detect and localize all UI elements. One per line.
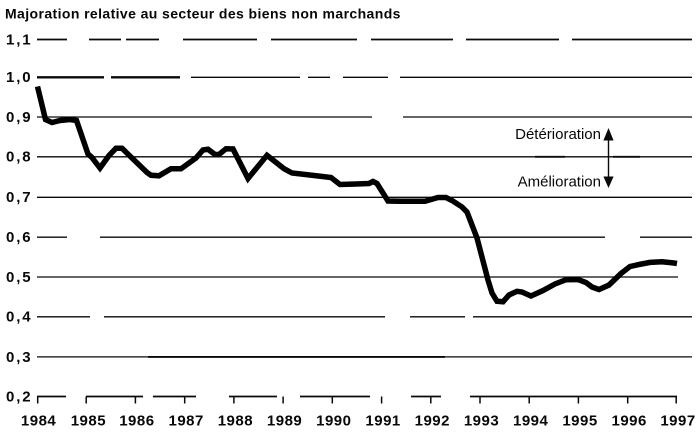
svg-text:Amélioration: Amélioration: [518, 174, 601, 191]
svg-text:0,6: 0,6: [6, 229, 33, 246]
svg-text:0,5: 0,5: [6, 269, 33, 286]
svg-text:1984: 1984: [21, 413, 57, 430]
svg-text:1991: 1991: [365, 413, 400, 430]
svg-text:1,1: 1,1: [6, 31, 33, 48]
svg-text:1990: 1990: [316, 413, 351, 430]
svg-text:1996: 1996: [612, 413, 647, 430]
svg-text:1988: 1988: [218, 413, 253, 430]
svg-text:0,4: 0,4: [6, 309, 33, 326]
svg-text:0,8: 0,8: [6, 149, 33, 166]
svg-text:0,3: 0,3: [6, 349, 33, 366]
svg-text:1,0: 1,0: [6, 69, 33, 86]
svg-text:1994: 1994: [513, 413, 549, 430]
svg-text:0,7: 0,7: [6, 189, 33, 206]
svg-text:Détérioration: Détérioration: [515, 126, 601, 143]
svg-text:Majoration relative au secteur: Majoration relative au secteur des biens…: [5, 6, 401, 22]
svg-text:0,2: 0,2: [6, 389, 33, 406]
svg-text:1997: 1997: [660, 413, 695, 430]
svg-text:1987: 1987: [169, 413, 204, 430]
svg-text:1992: 1992: [415, 413, 450, 430]
svg-text:1986: 1986: [119, 413, 154, 430]
svg-text:0,9: 0,9: [6, 109, 33, 126]
svg-text:1993: 1993: [464, 413, 499, 430]
svg-text:1995: 1995: [562, 413, 597, 430]
svg-text:1985: 1985: [71, 413, 106, 430]
svg-text:1989: 1989: [267, 413, 302, 430]
